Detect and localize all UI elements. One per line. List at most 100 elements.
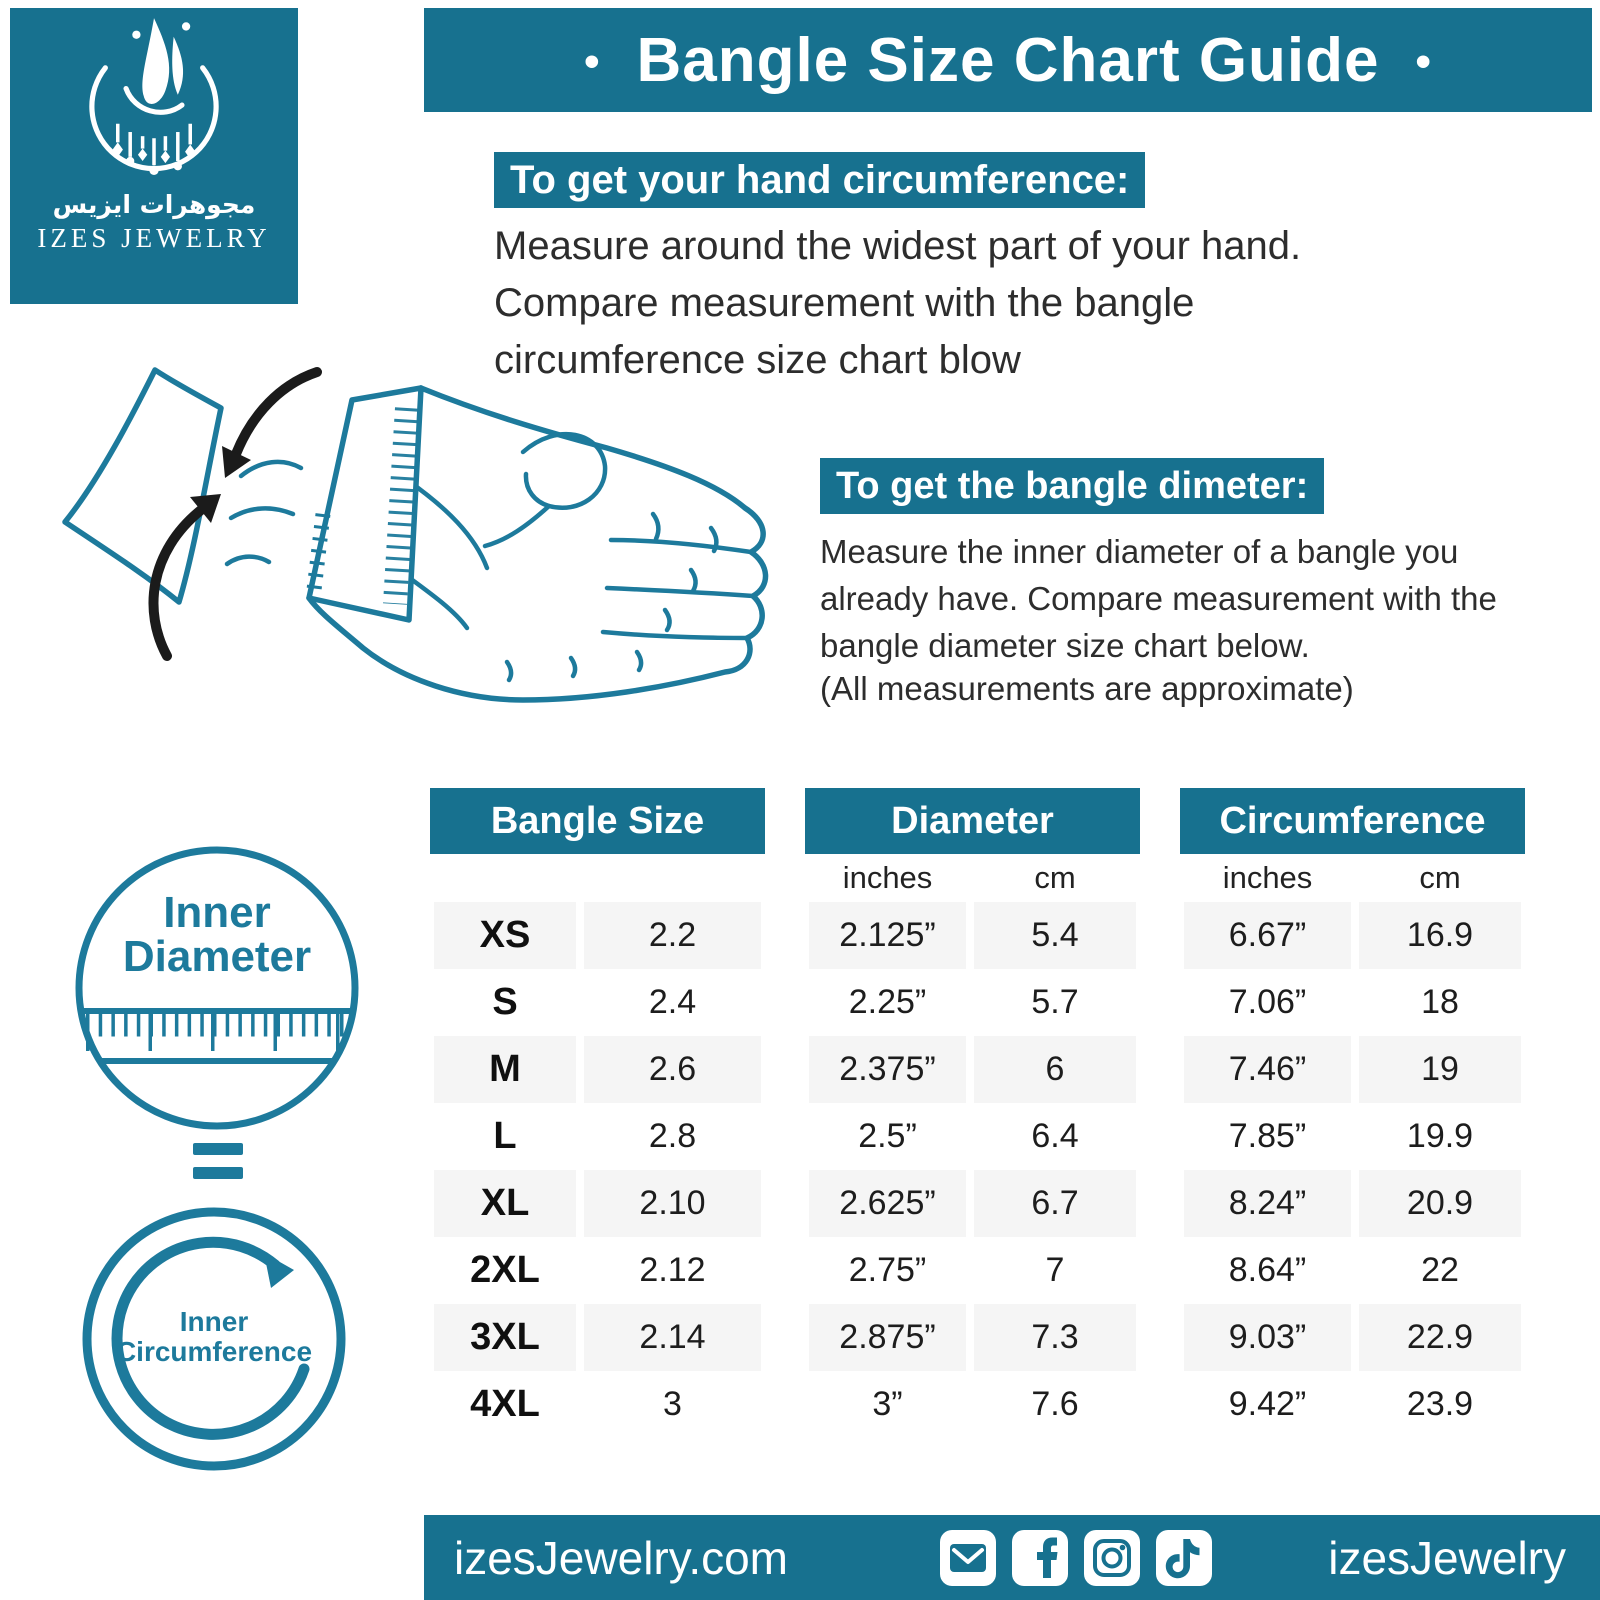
size-cell: XS bbox=[430, 902, 580, 969]
value-cell: 2.5” bbox=[858, 1117, 917, 1155]
page-title-banner: • Bangle Size Chart Guide • bbox=[424, 8, 1592, 112]
diameter-header: Diameter bbox=[805, 788, 1140, 854]
spacer-cell bbox=[765, 1036, 805, 1103]
spacer-cell bbox=[1140, 1170, 1180, 1237]
value-cell: 3 bbox=[663, 1385, 682, 1423]
table-row: 2XL 2.12 2.75” 7 8.64” 22 bbox=[430, 1237, 1525, 1304]
value-cell: 20.9 bbox=[1355, 1170, 1525, 1237]
bangle-diameter-heading: To get the bangle dimeter: bbox=[820, 458, 1325, 514]
svg-text:Inner: Inner bbox=[163, 888, 271, 937]
hand-measure-illustration bbox=[62, 367, 769, 703]
value-cell: 9.03” bbox=[1180, 1304, 1355, 1371]
brand-calligraphy-icon bbox=[89, 18, 219, 175]
table-row: 3XL 2.14 2.875” 7.3 9.03” 22.9 bbox=[430, 1304, 1525, 1371]
value-cell: 22.9 bbox=[1355, 1304, 1525, 1371]
table-row: S 2.4 2.25” 5.7 7.06” 18 bbox=[430, 969, 1525, 1036]
table-row: XS 2.2 2.125” 5.4 6.67” 16.9 bbox=[430, 902, 1525, 969]
size-table-header: Bangle Size Diameter Circumference bbox=[430, 788, 1525, 854]
value-cell: 16.9 bbox=[1355, 902, 1525, 969]
spacer-cell bbox=[1140, 1036, 1180, 1103]
diameter-cm-label: cm bbox=[1034, 860, 1076, 895]
value-cell: 7.06” bbox=[1228, 983, 1307, 1021]
value-cell: 7.85” bbox=[1228, 1117, 1307, 1155]
value-cell: 2.125” bbox=[805, 902, 970, 969]
value-cell: 2.25” bbox=[848, 983, 927, 1021]
value-cell: 9.42” bbox=[1228, 1385, 1307, 1423]
value-cell: 6.4 bbox=[1031, 1117, 1079, 1155]
bangle-size-header: Bangle Size bbox=[430, 788, 765, 854]
spacer-cell bbox=[765, 969, 805, 1036]
inner-circumference-diagram: Inner Circumference bbox=[82, 1207, 346, 1471]
value-cell: 2.4 bbox=[648, 983, 697, 1021]
value-cell: 2.75” bbox=[848, 1251, 927, 1289]
table-row: 4XL 3 3” 7.6 9.42” 23.9 bbox=[430, 1371, 1525, 1438]
value-cell: 7.46” bbox=[1180, 1036, 1355, 1103]
value-cell: 8.64” bbox=[1228, 1251, 1307, 1289]
page-title: Bangle Size Chart Guide bbox=[636, 25, 1380, 95]
bullet-left: • bbox=[584, 37, 601, 86]
value-cell: 8.24” bbox=[1180, 1170, 1355, 1237]
tiktok-icon bbox=[1156, 1529, 1213, 1586]
size-table-rows: XS 2.2 2.125” 5.4 6.67” 16.9 S 2.4 2.25” 5.7 7.06”… bbox=[430, 902, 1525, 1438]
value-cell: 7.3 bbox=[970, 1304, 1140, 1371]
value-cell: 23.9 bbox=[1406, 1385, 1474, 1423]
spacer-cell bbox=[1140, 1103, 1180, 1170]
size-cell: L bbox=[493, 1115, 517, 1157]
hand-circumference-heading: To get your hand circumference: bbox=[494, 152, 1146, 208]
brand-arabic-name: مجوهرات ايزيس bbox=[52, 190, 256, 219]
spacer-cell bbox=[1140, 1237, 1180, 1304]
table-row: XL 2.10 2.625” 6.7 8.24” 20.9 bbox=[430, 1170, 1525, 1237]
table-row: M 2.6 2.375” 6 7.46” 19 bbox=[430, 1036, 1525, 1103]
brand-latin-name: IZES JEWELRY bbox=[37, 223, 271, 253]
value-cell: 18 bbox=[1421, 983, 1459, 1021]
social-handle-text: izesJewelry bbox=[1328, 1531, 1566, 1584]
size-cell: 4XL bbox=[470, 1383, 540, 1425]
value-cell: 6.7 bbox=[970, 1170, 1140, 1237]
size-cell: XL bbox=[430, 1170, 580, 1237]
footer-bar: izesJewelry.com izesJewelry bbox=[424, 1515, 1600, 1600]
value-cell: 5.4 bbox=[970, 902, 1140, 969]
svg-text:Inner: Inner bbox=[180, 1306, 249, 1337]
size-cell: 3XL bbox=[430, 1304, 580, 1371]
value-cell: 2.14 bbox=[580, 1304, 765, 1371]
email-icon bbox=[940, 1529, 997, 1586]
value-cell: 7.6 bbox=[1031, 1385, 1079, 1423]
spacer-cell bbox=[765, 1371, 805, 1438]
value-cell: 2.6 bbox=[580, 1036, 765, 1103]
spacer-cell bbox=[765, 1103, 805, 1170]
size-cell: S bbox=[492, 981, 518, 1023]
value-cell: 2.12 bbox=[639, 1251, 706, 1289]
measurements-note: (All measurements are approximate) bbox=[820, 670, 1354, 707]
spacer-cell bbox=[1140, 902, 1180, 969]
value-cell: 19.9 bbox=[1406, 1117, 1474, 1155]
facebook-icon bbox=[1012, 1529, 1069, 1586]
value-cell: 2.375” bbox=[805, 1036, 970, 1103]
bullet-right: • bbox=[1415, 37, 1432, 86]
spacer-cell bbox=[765, 1170, 805, 1237]
spacer-cell bbox=[1140, 969, 1180, 1036]
value-cell: 6.67” bbox=[1180, 902, 1355, 969]
size-cell: M bbox=[430, 1036, 580, 1103]
value-cell: 2.875” bbox=[805, 1304, 970, 1371]
equals-sign bbox=[193, 1143, 243, 1183]
svg-text:Circumference: Circumference bbox=[116, 1336, 312, 1367]
value-cell: 19 bbox=[1355, 1036, 1525, 1103]
spacer-cell bbox=[765, 1237, 805, 1304]
bangle-diameter-body: Measure the inner diameter of a bangle y… bbox=[820, 533, 1497, 664]
circumference-cm-label: cm bbox=[1419, 860, 1461, 895]
size-table: Bangle Size Diameter Circumference inche… bbox=[430, 788, 1525, 1438]
circumference-header: Circumference bbox=[1180, 788, 1525, 854]
value-cell: 2.2 bbox=[580, 902, 765, 969]
hand-circumference-body: Measure around the widest part of your h… bbox=[494, 224, 1302, 382]
inner-diameter-diagram: Inner Diameter bbox=[75, 846, 359, 1130]
value-cell: 7 bbox=[1045, 1251, 1065, 1289]
diameter-inches-label: inches bbox=[842, 860, 933, 895]
value-cell: 22 bbox=[1421, 1251, 1459, 1289]
spacer-cell bbox=[765, 902, 805, 969]
brand-logo-box: مجوهرات ايزيس IZES JEWELRY bbox=[10, 8, 298, 304]
value-cell: 6 bbox=[970, 1036, 1140, 1103]
value-cell: 2.8 bbox=[648, 1117, 697, 1155]
value-cell: 3” bbox=[872, 1385, 903, 1423]
website-text: izesJewelry.com bbox=[454, 1531, 788, 1584]
